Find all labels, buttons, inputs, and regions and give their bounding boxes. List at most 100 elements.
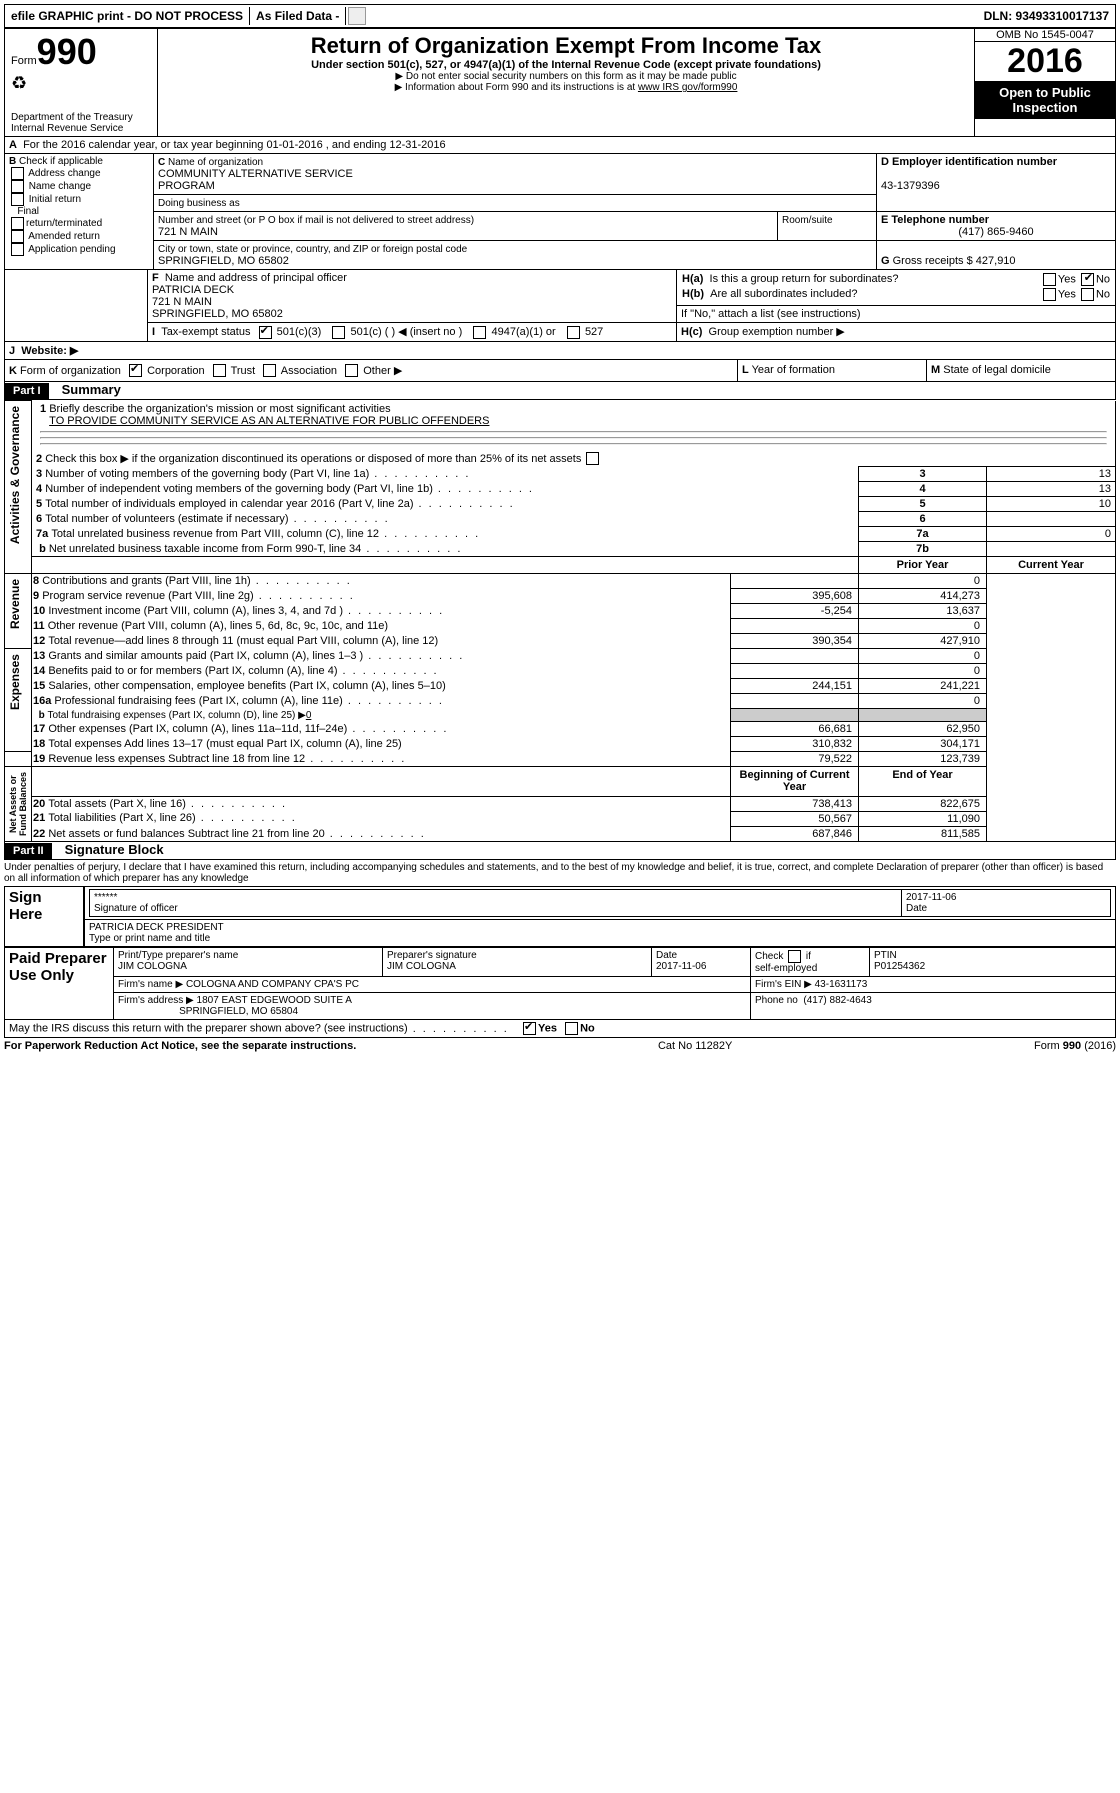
d-label: Employer identification number [892,156,1057,168]
officer-name: PATRICIA DECK [152,284,234,296]
dept-label: Department of the Treasury [11,112,151,123]
discuss-label: May the IRS discuss this return with the… [9,1023,509,1035]
discuss-yes-checkbox[interactable] [523,1022,536,1035]
as-filed-label: As Filed Data - [249,7,346,25]
irs-label: Internal Revenue Service [11,123,151,134]
initial-return-label: Initial return [29,194,81,205]
perjury-statement: Under penalties of perjury, I declare th… [4,860,1116,886]
discuss-no-checkbox[interactable] [565,1022,578,1035]
sign-here-block: Sign Here ******Signature of officer 201… [4,886,1116,947]
recycle-icon: ♻ [11,73,151,94]
firm-phone: (417) 882-4643 [803,995,871,1006]
app-pending-checkbox[interactable] [11,243,24,256]
l8-current: 0 [859,574,987,589]
ha-no-checkbox[interactable] [1081,273,1094,286]
hc-label: Group exemption number ▶ [709,326,845,338]
l15-prior: 244,151 [731,679,859,694]
501c-checkbox[interactable] [332,326,345,339]
l19-label: Revenue less expenses Subtract line 18 f… [48,753,406,765]
l5-label: Total number of individuals employed in … [45,498,514,510]
trust-checkbox[interactable] [213,364,226,377]
l4-label: Number of independent voting members of … [45,483,534,495]
officer-city: SPRINGFIELD, MO 65802 [152,308,283,320]
discuss-no-label: No [580,1023,595,1035]
form-note2: ▶ Information about Form 990 and its ins… [168,82,964,93]
self-emp-checkbox[interactable] [788,950,801,963]
l17-prior: 66,681 [731,722,859,737]
l6-label: Total number of volunteers (estimate if … [45,513,389,525]
sig-date-label: Date [906,903,927,914]
city-label: City or town, state or province, country… [158,244,467,255]
other-label: Other ▶ [363,365,402,377]
l5-value: 10 [987,497,1116,512]
501c3-checkbox[interactable] [259,326,272,339]
discuss-yes-label: Yes [538,1023,557,1035]
527-checkbox[interactable] [567,326,580,339]
yes-label-2: Yes [1058,288,1076,300]
assoc-label: Association [281,365,337,377]
b-label: Check if applicable [19,156,103,167]
mission-text: TO PROVIDE COMMUNITY SERVICE AS AN ALTER… [49,415,489,427]
assoc-checkbox[interactable] [263,364,276,377]
note2-text: ▶ Information about Form 990 and its ins… [395,82,638,93]
prep-name: JIM COLOGNA [118,961,187,972]
part2-title: Signature Block [55,842,164,857]
corp-label: Corporation [147,365,204,377]
officer-printed-name: PATRICIA DECK PRESIDENT [89,922,224,933]
4947-label: 4947(a)(1) or [492,326,556,338]
initial-return-checkbox[interactable] [11,193,24,206]
prior-year-head: Prior Year [859,557,987,574]
hb-yes-checkbox[interactable] [1043,288,1056,301]
hb-no-checkbox[interactable] [1081,288,1094,301]
e-label: Telephone number [891,214,989,226]
part1-table: Activities & Governance 1 Briefly descri… [4,400,1116,842]
prep-sig-label: Preparer's signature [387,950,477,961]
l3-value: 13 [987,467,1116,482]
hb-note: If "No," attach a list (see instructions… [677,305,1116,322]
gross-receipts: 427,910 [976,255,1016,267]
527-label: 527 [585,326,603,338]
name-change-checkbox[interactable] [11,180,24,193]
efile-notice: efile GRAPHIC print - DO NOT PROCESS [5,7,249,25]
final-return-checkbox[interactable] [11,217,24,230]
yes-label: Yes [1058,273,1076,285]
l9-prior: 395,608 [731,589,859,604]
website-label: Website: ▶ [21,345,78,357]
l-label: Year of formation [752,364,835,376]
as-filed-button[interactable] [348,7,365,25]
form-note1: ▶ Do not enter social security numbers o… [168,71,964,82]
discuss-row: May the IRS discuss this return with the… [4,1020,1116,1038]
corp-checkbox[interactable] [129,364,142,377]
address-change-checkbox[interactable] [11,167,24,180]
current-year-head: Current Year [987,557,1116,574]
final-return-label: return/terminated [26,218,102,229]
form-prefix: Form [11,55,37,67]
l21-prior: 50,567 [731,811,859,826]
l2-checkbox[interactable] [586,452,599,465]
amended-return-checkbox[interactable] [11,230,24,243]
form-title: Return of Organization Exempt From Incom… [168,33,964,59]
ag-label: Activities & Governance [6,402,24,548]
boc-head: Beginning of Current Year [731,767,859,796]
k-label: Form of organization [20,365,121,377]
i-label: Tax-exempt status [161,326,250,338]
l11-current: 0 [859,619,987,634]
4947-checkbox[interactable] [473,326,486,339]
ptin-label: PTIN [874,950,897,961]
org-info-block: B Check if applicable Address change Nam… [4,154,1116,270]
l2-label: Check this box ▶ if the organization dis… [45,453,581,465]
irs-link[interactable]: www IRS gov/form990 [638,82,737,93]
l21-current: 11,090 [859,811,987,826]
other-checkbox[interactable] [345,364,358,377]
g-label: Gross receipts $ [893,255,973,267]
ha-yes-checkbox[interactable] [1043,273,1056,286]
part2-header: Part II Signature Block [4,842,1116,860]
line-a: A For the 2016 calendar year, or tax yea… [4,137,1116,154]
hb-label: Are all subordinates included? [710,288,857,300]
no-label-2: No [1096,288,1110,300]
l22-prior: 687,846 [731,827,859,842]
klm-block: K Form of organization Corporation Trust… [4,360,1116,383]
l12-label: Total revenue—add lines 8 through 11 (mu… [48,635,438,647]
l19-current: 123,739 [859,752,987,767]
dln-number: DLN: 93493310017137 [978,7,1115,25]
